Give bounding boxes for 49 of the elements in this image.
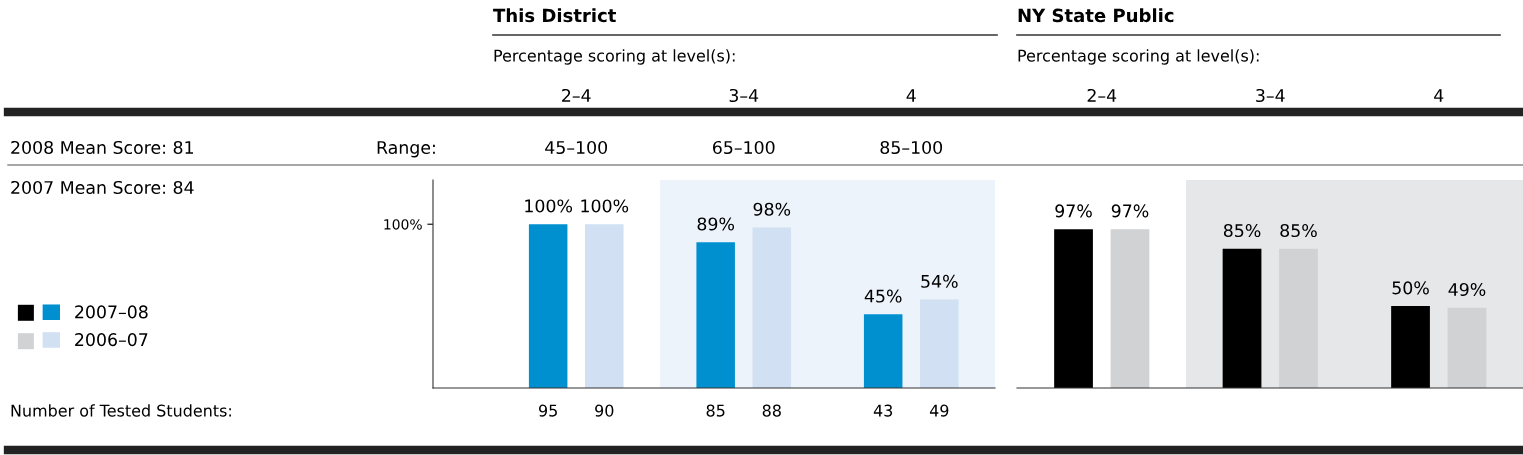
text: 2007 Mean Score: 84 xyxy=(11,180,194,195)
text: 88 xyxy=(762,404,781,417)
bar xyxy=(863,314,903,388)
data-label: 97% xyxy=(1055,204,1092,218)
data-label: 54% xyxy=(921,274,958,288)
text: 90 xyxy=(595,404,614,417)
legend-label: 2007–08 xyxy=(75,305,148,319)
bar xyxy=(585,224,624,388)
bar xyxy=(1279,248,1318,388)
category-label: 3–4 xyxy=(729,88,759,103)
chart-title: NY State Public xyxy=(1018,8,1174,23)
data-label: 50% xyxy=(1392,281,1429,295)
chart-title: This District xyxy=(493,8,616,23)
text: 65–100 xyxy=(712,140,775,155)
chart-subtitle: Percentage scoring at level(s): xyxy=(494,49,735,65)
text: 4 xyxy=(1434,89,1444,102)
data-label: 85% xyxy=(1223,223,1261,238)
chart-subtitle: Percentage scoring at level(s): xyxy=(1018,49,1259,65)
data-label: 49% xyxy=(1448,282,1486,297)
data-label: 89% xyxy=(697,217,735,231)
bar xyxy=(752,227,792,388)
bar xyxy=(528,224,568,388)
text: Number of Tested Students: xyxy=(11,404,231,417)
data-label: 98% xyxy=(753,202,791,216)
bar xyxy=(696,242,735,388)
text: 85–100 xyxy=(880,140,943,155)
data-label: 100% xyxy=(525,199,573,213)
text: Range: xyxy=(377,141,435,158)
data-label: 85% xyxy=(1280,223,1317,238)
text: 2008 Mean Score: 81 xyxy=(11,140,193,155)
text: 85 xyxy=(706,404,725,417)
legend-label: 2006–07 xyxy=(75,333,148,347)
text: 49 xyxy=(929,404,949,417)
bar xyxy=(1447,307,1487,388)
bar xyxy=(1110,229,1150,388)
text: 95 xyxy=(539,404,557,417)
bar xyxy=(1054,229,1093,388)
text: 45–100 xyxy=(545,140,608,155)
bar xyxy=(1391,306,1430,388)
data-label: 100% xyxy=(581,199,629,213)
bar xyxy=(920,299,959,388)
category-label: 4 xyxy=(906,89,916,102)
text: 43 xyxy=(873,404,893,417)
text: 3–4 xyxy=(1256,88,1285,103)
category-label: 2–4 xyxy=(562,88,591,102)
data-label: 45% xyxy=(864,289,902,303)
bar xyxy=(1222,248,1262,388)
category-label: 2–4 xyxy=(1087,88,1117,102)
data-label: 97% xyxy=(1111,204,1149,218)
